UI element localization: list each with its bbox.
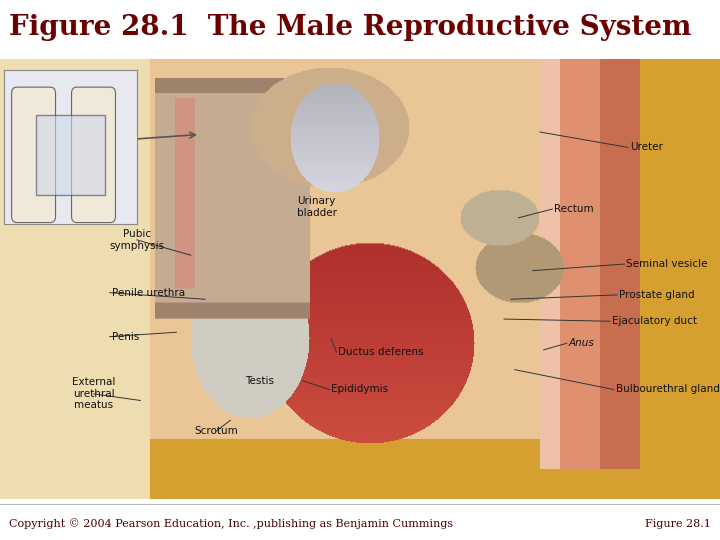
Text: Copyright © 2004 Pearson Education, Inc. ,publishing as Benjamin Cummings: Copyright © 2004 Pearson Education, Inc.… [9, 518, 453, 529]
Text: Penile urethra: Penile urethra [112, 288, 185, 298]
Text: Rectum: Rectum [554, 204, 594, 214]
Text: External
urethral
meatus: External urethral meatus [72, 377, 115, 410]
Text: Seminal vesicle: Seminal vesicle [626, 259, 708, 269]
Text: Pubic
symphysis: Pubic symphysis [109, 229, 164, 251]
Text: Ureter: Ureter [630, 143, 663, 152]
Text: Anus: Anus [569, 338, 595, 348]
Text: Ejaculatory duct: Ejaculatory duct [612, 316, 697, 326]
Text: Prostate gland: Prostate gland [619, 290, 695, 300]
Text: Testis: Testis [245, 376, 274, 386]
Text: Scrotum: Scrotum [194, 426, 238, 436]
Text: Figure 28.1  The Male Reproductive System: Figure 28.1 The Male Reproductive System [9, 14, 691, 40]
FancyBboxPatch shape [12, 87, 55, 222]
FancyBboxPatch shape [35, 115, 105, 195]
FancyBboxPatch shape [71, 87, 115, 222]
Text: Epididymis: Epididymis [331, 384, 388, 395]
Text: Figure 28.1: Figure 28.1 [646, 519, 711, 529]
Text: Penis: Penis [112, 332, 139, 342]
Text: Urinary
bladder: Urinary bladder [297, 196, 337, 218]
Text: Bulbourethral gland: Bulbourethral gland [616, 384, 719, 395]
Text: Ductus deferens: Ductus deferens [338, 347, 424, 357]
